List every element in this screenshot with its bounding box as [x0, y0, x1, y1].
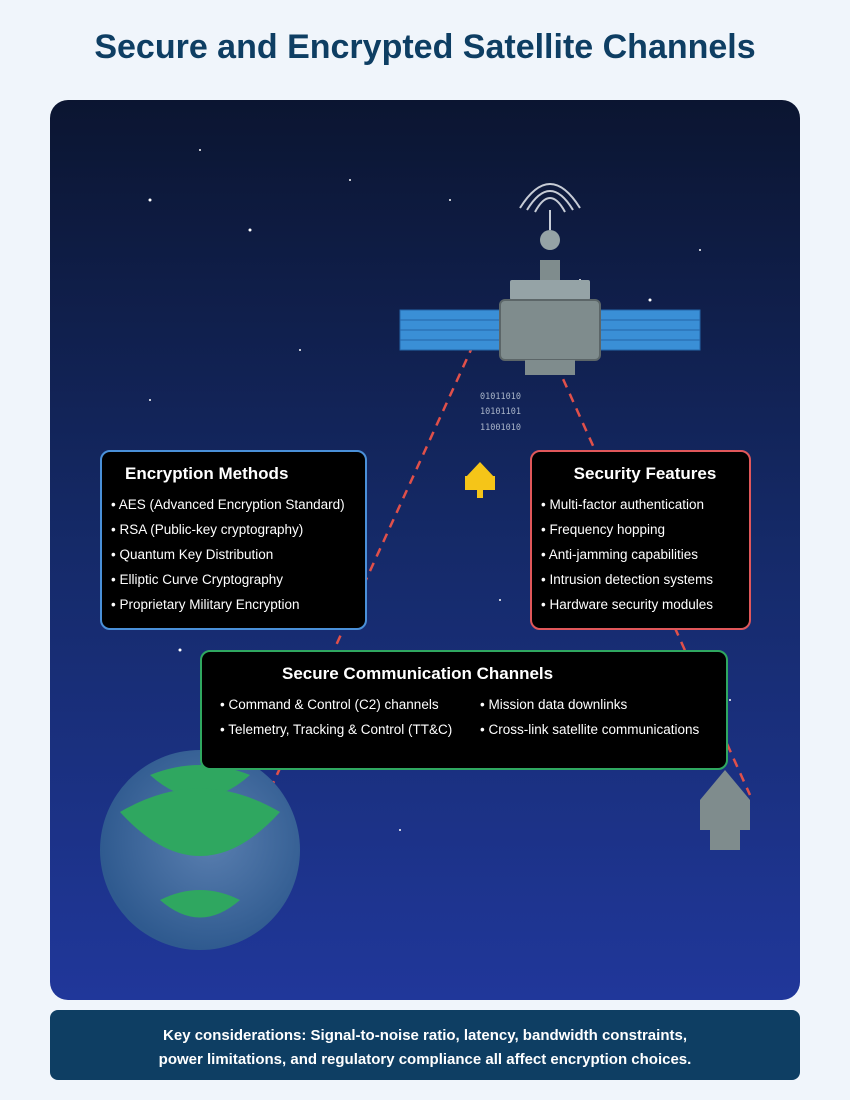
- signal-waves-icon: [519, 183, 581, 213]
- ground-station-icon: [700, 770, 750, 850]
- list-item: Hardware security modules: [541, 592, 749, 617]
- binary-line: 11001010: [480, 423, 521, 433]
- encryption-methods-list: AES (Advanced Encryption Standard) RSA (…: [111, 492, 365, 617]
- satellite-icon: [399, 183, 701, 375]
- security-features-panel: Security Features Multi-factor authentic…: [530, 450, 751, 630]
- list-item: Telemetry, Tracking & Control (TT&C): [220, 717, 480, 742]
- stars: [148, 149, 731, 831]
- list-item: Quantum Key Distribution: [111, 542, 365, 567]
- binary-stream: 01011010 10101101 11001010: [480, 392, 521, 433]
- channels-column-2: Mission data downlinks Cross-link satell…: [480, 692, 699, 742]
- security-features-heading: Security Features: [573, 464, 717, 483]
- list-item: Intrusion detection systems: [541, 567, 749, 592]
- lock-icon: [465, 462, 495, 498]
- solar-panel-right: [599, 309, 701, 351]
- list-item: Mission data downlinks: [480, 692, 699, 717]
- binary-line: 01011010: [480, 392, 521, 402]
- list-item: RSA (Public-key cryptography): [111, 517, 365, 542]
- list-item: Cross-link satellite communications: [480, 717, 699, 742]
- list-item: AES (Advanced Encryption Standard): [111, 492, 365, 517]
- secure-channels-columns: Command & Control (C2) channels Telemetr…: [220, 692, 726, 742]
- list-item: Multi-factor authentication: [541, 492, 749, 517]
- footer-line: Key considerations: Signal-to-noise rati…: [163, 1027, 687, 1044]
- solar-panel-left: [399, 309, 501, 351]
- binary-line: 10101101: [480, 407, 521, 417]
- security-features-list: Multi-factor authentication Frequency ho…: [541, 492, 749, 617]
- list-item: Frequency hopping: [541, 517, 749, 542]
- key-considerations-footer: Key considerations: Signal-to-noise rati…: [50, 1010, 800, 1080]
- encryption-methods-heading: Encryption Methods: [125, 464, 289, 483]
- earth-icon: [100, 750, 300, 950]
- channels-column-1: Command & Control (C2) channels Telemetr…: [220, 692, 480, 742]
- secure-channels-heading: Secure Communication Channels: [282, 664, 554, 683]
- footer-line: power limitations, and regulatory compli…: [158, 1051, 692, 1068]
- secure-channels-panel: Secure Communication Channels Command & …: [200, 650, 728, 770]
- list-item: Command & Control (C2) channels: [220, 692, 480, 717]
- page-title: Secure and Encrypted Satellite Channels: [94, 28, 756, 66]
- list-item: Proprietary Military Encryption: [111, 592, 365, 617]
- list-item: Anti-jamming capabilities: [541, 542, 749, 567]
- encryption-methods-panel: Encryption Methods AES (Advanced Encrypt…: [100, 450, 367, 630]
- list-item: Elliptic Curve Cryptography: [111, 567, 365, 592]
- space-scene: 01011010 10101101 11001010: [50, 100, 800, 1000]
